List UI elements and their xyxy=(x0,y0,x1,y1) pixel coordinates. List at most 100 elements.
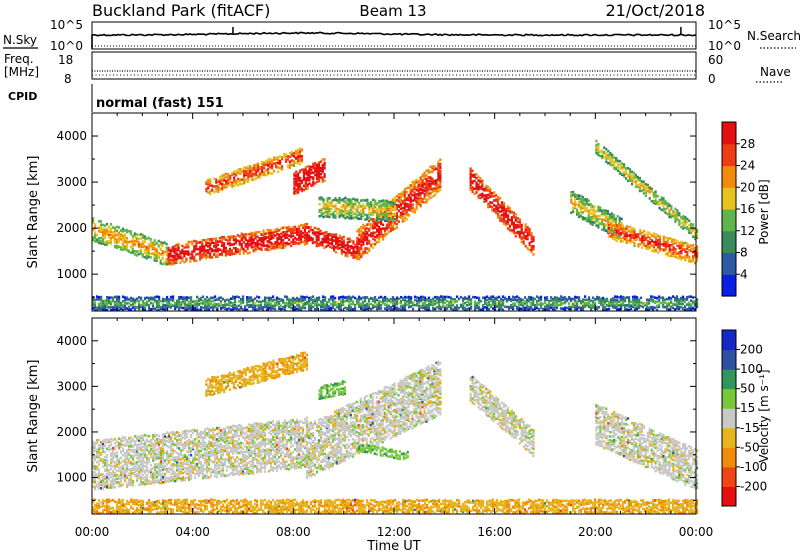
colorbar-label: 28 xyxy=(740,137,755,151)
power-echo-band xyxy=(607,220,699,265)
velocity-echo-band xyxy=(356,442,409,461)
nave-tick-bottom: 0 xyxy=(708,72,716,86)
velocity-ytick-label: 4000 xyxy=(56,334,87,348)
freq-label-1: Freq. xyxy=(4,52,34,66)
station-title: Buckland Park (fitACF) xyxy=(92,1,270,20)
power-echo-band xyxy=(595,139,699,241)
power-ylabel: Slant Range [km] xyxy=(26,156,41,269)
power-echo-band xyxy=(92,295,699,312)
power-echo-band xyxy=(356,158,442,261)
colorbar-label: 200 xyxy=(740,343,763,357)
colorbar-label: 50 xyxy=(740,382,755,396)
xaxis-title: Time UT xyxy=(366,539,420,554)
colorbar-segment xyxy=(722,274,736,297)
colorbar-label: -50 xyxy=(740,440,760,454)
xtick-label: 00:00 xyxy=(679,525,714,539)
cpid-panel: CPID normal (fast) 151 xyxy=(8,84,224,112)
power-echo-band xyxy=(318,196,397,223)
xtick-label: 16:00 xyxy=(477,525,512,539)
colorbar-segment xyxy=(722,388,736,409)
velocity-echo-band xyxy=(92,416,309,491)
nave-label: Nave xyxy=(760,65,791,79)
velocity-colorbar-title: Velocity [m s⁻¹] xyxy=(757,369,771,462)
colorbar-segment xyxy=(722,143,736,167)
power-echo-band xyxy=(305,225,359,260)
colorbar-label: -200 xyxy=(740,479,767,493)
colorbar-label: 15 xyxy=(740,401,755,415)
colorbar-segment xyxy=(722,349,736,370)
noise-panel: N.Sky 10^5 10^0 10^5 10^0 N.Search xyxy=(3,18,800,53)
velocity-ytick-label: 2000 xyxy=(56,425,87,439)
time-axis: 00:00 04:00 08:00 12:00 16:00 20:00 00:00 xyxy=(75,113,714,539)
colorbar-segment xyxy=(722,230,736,254)
velocity-echo-band xyxy=(469,375,535,458)
power-echo-band xyxy=(167,222,309,266)
power-ytick-label: 2000 xyxy=(56,221,87,235)
power-ytick-label: 4000 xyxy=(56,129,87,143)
velocity-ytick-label: 3000 xyxy=(56,379,87,393)
colorbar-segment xyxy=(722,209,736,232)
power-echo-band xyxy=(469,167,535,256)
velocity-colorbar: 200 100 50 15 -15 -50 -100 -200 xyxy=(721,329,767,507)
noise-tick-top: 10^5 xyxy=(50,18,83,32)
power-colorbar: 4 8 12 16 20 24 28 xyxy=(721,121,755,297)
xtick-label: 12:00 xyxy=(377,525,412,539)
velocity-echo-band xyxy=(305,360,442,479)
cpid-label: CPID xyxy=(8,90,37,103)
colorbar-label: 8 xyxy=(740,246,748,260)
colorbar-segment xyxy=(722,165,736,188)
velocity-ytick-label: 1000 xyxy=(56,471,87,485)
power-colorbar-title: Power [dB] xyxy=(757,179,771,244)
velocity-heatmap xyxy=(92,351,699,515)
velocity-echo-band xyxy=(318,380,346,400)
velocity-panel: 1000 2000 3000 4000 Slant Range [km] xyxy=(26,317,699,515)
colorbar-label: 4 xyxy=(740,267,748,281)
noise-sky-label: N.Sky xyxy=(3,33,37,47)
cpid-mode-text: normal (fast) 151 xyxy=(96,96,224,111)
colorbar-segment xyxy=(722,122,736,145)
colorbar-segment xyxy=(722,447,736,468)
beam-title: Beam 13 xyxy=(359,2,426,20)
colorbar-label: -100 xyxy=(740,460,767,474)
power-echo-band xyxy=(92,217,170,266)
power-panel: 1000 2000 3000 4000 Slant Range [km] xyxy=(26,112,699,312)
colorbar-segment xyxy=(722,252,736,275)
colorbar-label: 24 xyxy=(740,159,755,173)
noise-right-tick-bottom: 10^0 xyxy=(708,39,741,53)
date-title: 21/Oct/2018 xyxy=(605,1,705,20)
power-heatmap xyxy=(92,139,699,312)
xtick-label: 20:00 xyxy=(578,525,613,539)
noise-search-label: N.Search xyxy=(747,29,800,43)
noise-sky-trace xyxy=(91,31,697,49)
freq-label-2: [MHz] xyxy=(4,65,39,79)
noise-tick-bottom: 10^0 xyxy=(50,39,83,53)
colorbar-label: 100 xyxy=(740,362,763,376)
colorbar-segment xyxy=(722,486,736,507)
freq-panel: Freq. [MHz] 18 8 60 0 Nave xyxy=(4,51,791,86)
nave-tick-top: 60 xyxy=(708,53,723,67)
velocity-echo-band xyxy=(205,351,309,397)
power-echo-band xyxy=(293,158,326,195)
colorbar-label: 12 xyxy=(740,224,755,238)
freq-tick-top: 18 xyxy=(58,53,73,67)
colorbar-segment xyxy=(722,427,736,448)
power-ytick-label: 3000 xyxy=(56,175,87,189)
noise-right-tick-top: 10^5 xyxy=(708,18,741,32)
colorbar-label: -15 xyxy=(740,421,760,435)
colorbar-segment xyxy=(722,466,736,487)
xtick-label: 00:00 xyxy=(75,525,110,539)
xtick-label: 08:00 xyxy=(276,525,311,539)
colorbar-segment xyxy=(722,187,736,210)
colorbar-label: 20 xyxy=(740,180,755,194)
power-ytick-label: 1000 xyxy=(56,267,87,281)
power-echo-band xyxy=(570,190,623,239)
velocity-echo-band xyxy=(595,403,699,490)
velocity-ylabel: Slant Range [km] xyxy=(26,360,41,473)
colorbar-segment xyxy=(722,369,736,390)
power-echo-band xyxy=(205,147,304,196)
colorbar-label: 16 xyxy=(740,202,755,216)
xtick-label: 04:00 xyxy=(175,525,210,539)
colorbar-segment xyxy=(722,330,736,351)
colorbar-segment xyxy=(722,408,736,429)
